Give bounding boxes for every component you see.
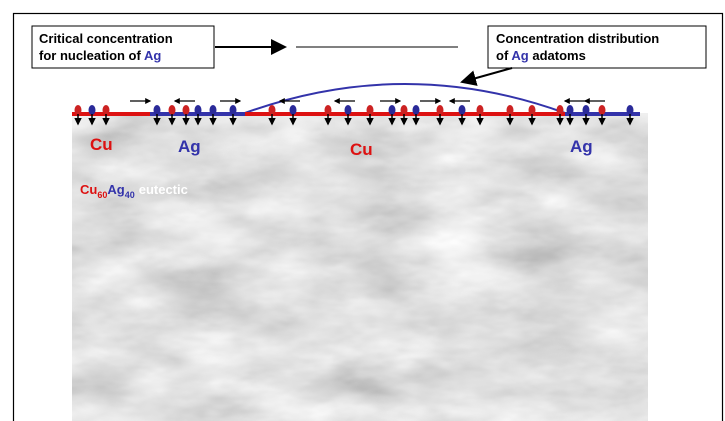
- adatom: [389, 105, 396, 115]
- region-label: Ag: [570, 137, 593, 156]
- adatom: [459, 105, 466, 115]
- adatom: [413, 105, 420, 115]
- adatom: [477, 105, 484, 115]
- adatom: [345, 105, 352, 115]
- adatom: [169, 105, 176, 115]
- adatom: [89, 105, 96, 115]
- adatom: [290, 105, 297, 115]
- adatom: [230, 105, 237, 115]
- adatom: [269, 105, 276, 115]
- adatom: [627, 105, 634, 115]
- adatom: [195, 105, 202, 115]
- adatom: [599, 105, 606, 115]
- region-label: Cu: [90, 135, 113, 154]
- page: {"left_box": {"line1": "Critical concent…: [0, 0, 725, 421]
- adatom: [401, 105, 408, 115]
- adatom: [567, 105, 574, 115]
- adatom: [557, 105, 564, 115]
- region-label: Cu: [350, 140, 373, 159]
- adatom: [367, 105, 374, 115]
- adatom: [325, 105, 332, 115]
- adatom: [75, 105, 82, 115]
- left-box-line: for nucleation of Ag: [39, 48, 161, 63]
- right-box-line: Concentration distribution: [496, 31, 659, 46]
- left-box-line: Critical concentration: [39, 31, 173, 46]
- right-box-line: of Ag adatoms: [496, 48, 586, 63]
- region-label: Ag: [178, 137, 201, 156]
- adatom: [583, 105, 590, 115]
- adatom: [183, 105, 190, 115]
- figure: Critical concentration for nucleation of…: [0, 0, 725, 421]
- adatom: [437, 105, 444, 115]
- adatom: [507, 105, 514, 115]
- adatom: [210, 105, 217, 115]
- adatom: [154, 105, 161, 115]
- micrograph: [72, 113, 648, 421]
- adatom: [529, 105, 536, 115]
- arrow: [462, 68, 512, 82]
- adatom: [103, 105, 110, 115]
